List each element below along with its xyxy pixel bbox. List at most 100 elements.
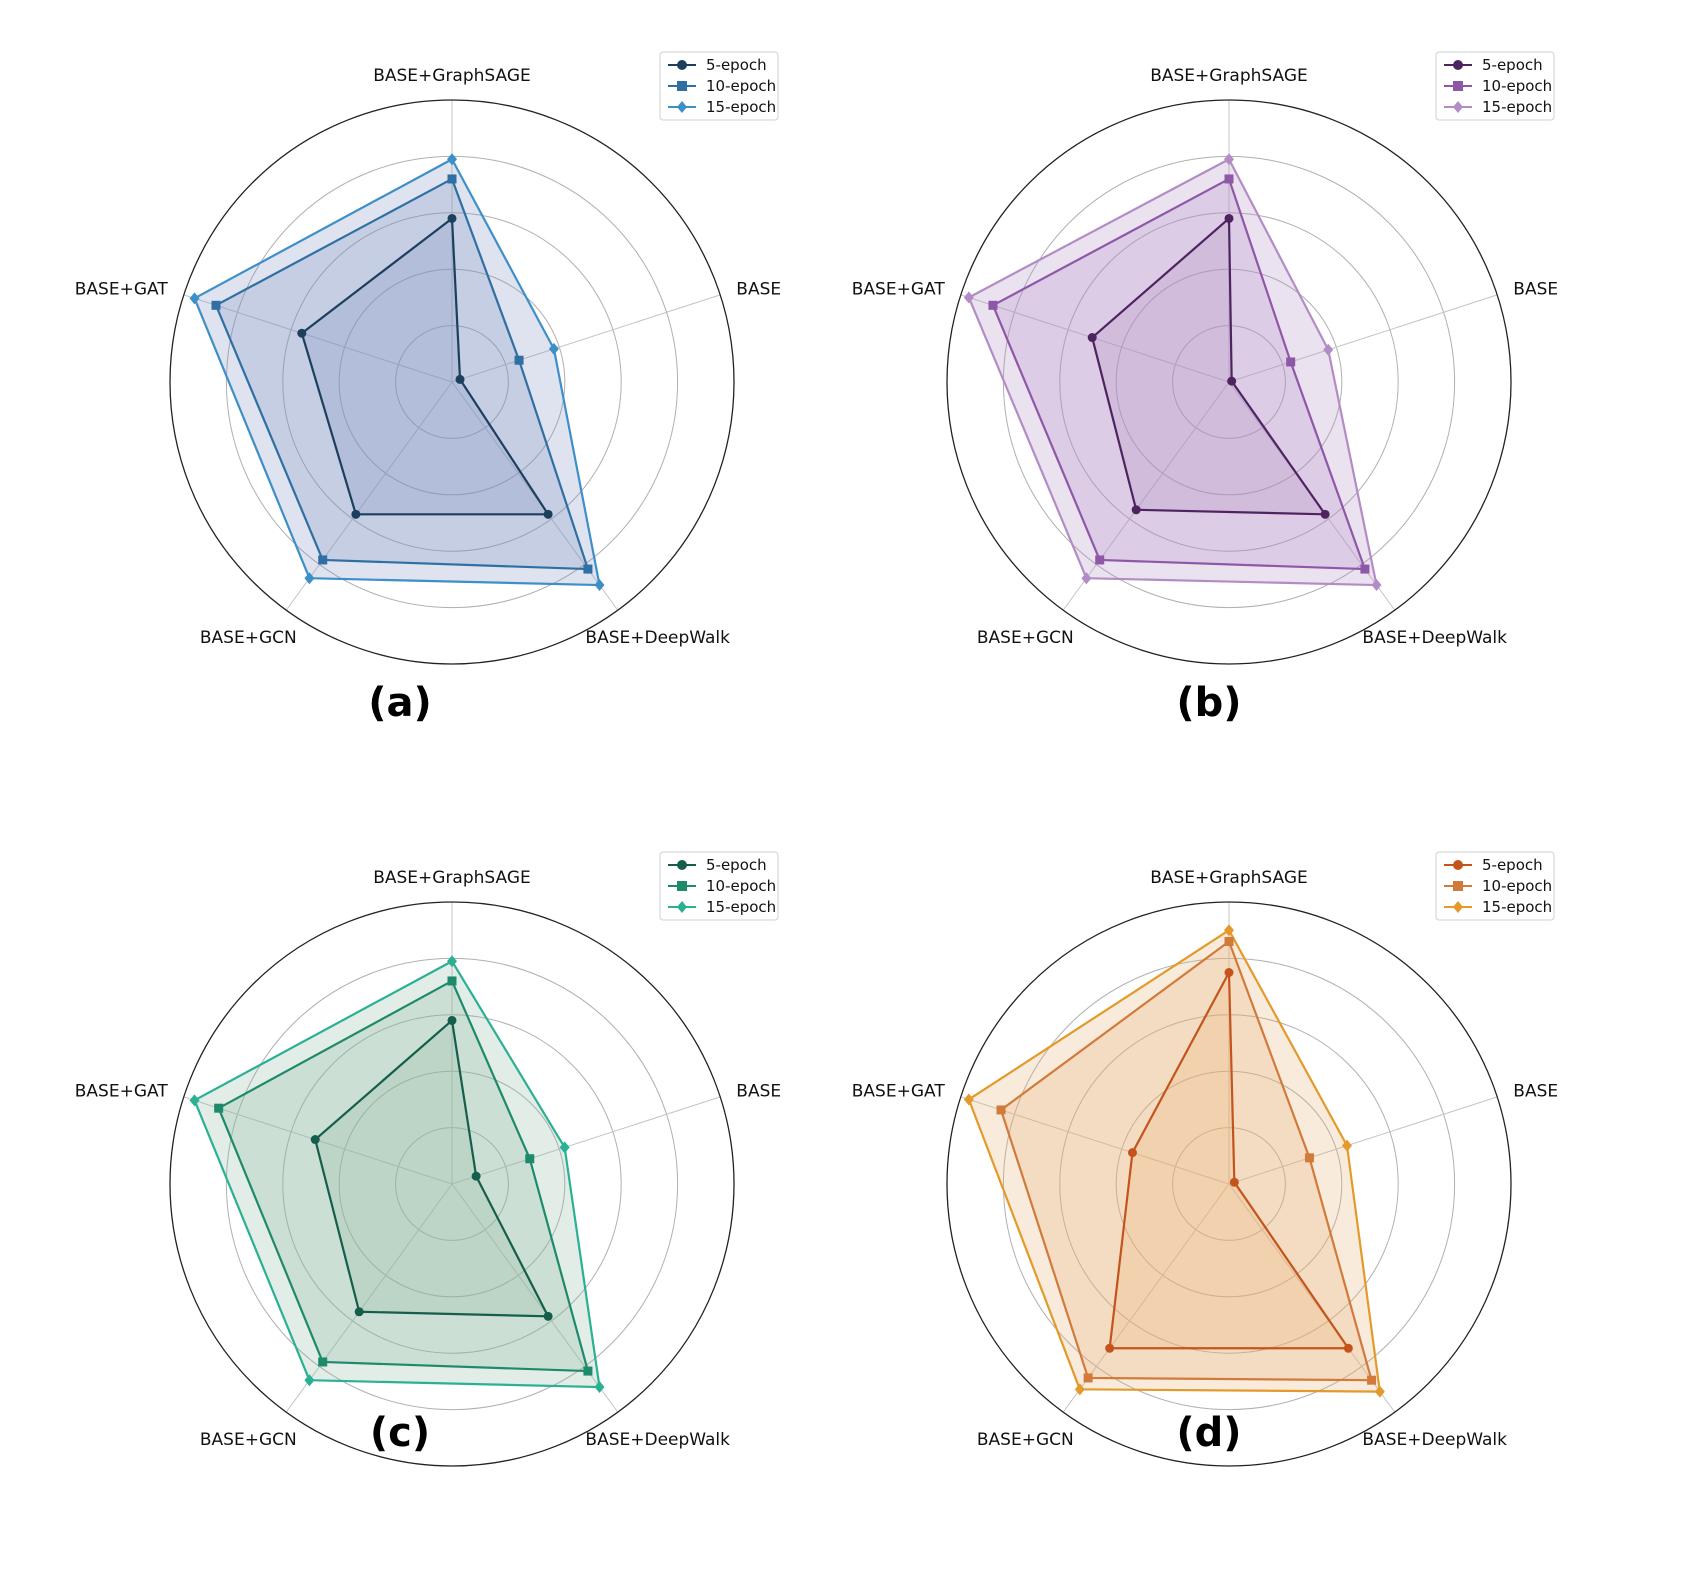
axis-label: BASE+GraphSAGE [373,66,531,86]
series-line [214,177,590,571]
axis-label: BASE [736,280,781,300]
radar-chart-d: BASE BASE+GraphSAGE BASE+GAT BASE+GCN BASE+D… [852,851,1558,1467]
data-point [1081,572,1092,585]
data-point [1320,509,1330,519]
data-point [1224,153,1234,166]
data-point [963,1093,974,1106]
data-point [318,555,328,565]
panel-caption-b: (b) [1176,680,1242,726]
data-point [447,955,457,968]
radar-panel-d: BASE BASE+GraphSAGE BASE+GAT BASE+GCN BASE+D… [846,794,1692,1588]
data-point [354,1307,364,1317]
legend-marker [677,101,687,113]
radar-chart-c: BASE BASE+GraphSAGE BASE+GAT BASE+GCN BASE+D… [75,851,781,1467]
legend-marker [677,881,687,891]
data-point [351,509,361,519]
series-fill [1092,218,1326,515]
legend-marker [677,901,687,913]
series-fill [1001,941,1372,1381]
series-line [300,217,550,516]
data-point [447,174,457,184]
data-point [594,579,605,592]
radar-panel-a: BASE BASE+GraphSAGE BASE+GAT BASE+GCN BASE+D… [0,0,846,794]
legend-label: 10-epoch [1482,877,1552,895]
legend-label: 15-epoch [1482,98,1552,116]
data-point [1074,1383,1085,1396]
data-point [988,300,998,310]
series-fill [1109,972,1349,1349]
data-point [1131,505,1141,515]
legend-label: 5-epoch [1482,856,1543,874]
axis-label: BASE+DeepWalk [1362,1430,1507,1450]
data-point [1127,1148,1137,1158]
data-point [1224,968,1234,977]
outer-ring [169,901,735,1467]
panel-caption-d: (d) [1176,1410,1242,1456]
outer-ring [946,901,1512,1467]
axis-label: BASE+DeepWalk [1362,628,1507,648]
data-point [583,1366,593,1376]
legend-marker [1453,881,1463,891]
data-point [1095,555,1105,565]
legend-marker [677,60,687,70]
legend: 5-epoch 10-epoch 15-epoch [659,851,779,921]
data-point [1229,1177,1239,1187]
legend-marker [677,81,687,91]
data-point [447,1015,457,1025]
data-point [1323,343,1334,356]
data-point [594,1381,605,1394]
series-line [1091,217,1327,516]
data-point [543,1311,553,1321]
axis-label: BASE+GAT [75,1082,169,1102]
legend-label: 5-epoch [706,856,767,874]
legend-label: 10-epoch [706,77,776,95]
legend-label: 5-epoch [706,56,767,74]
data-point [455,374,465,384]
data-point [1343,1343,1353,1353]
data-point [1087,333,1097,343]
grid-spoke [451,1096,721,1185]
legend-box [1435,851,1555,921]
data-point [559,1141,570,1154]
data-point [996,1105,1006,1115]
data-point [583,564,593,574]
axis-label: BASE [736,1082,781,1102]
axis-label: BASE+DeepWalk [585,1430,730,1450]
legend-marker [677,860,687,870]
axis-label: BASE+GAT [852,1082,946,1102]
outer-ring [946,99,1512,665]
data-point [1224,924,1234,937]
series-line [991,177,1367,571]
legend: 5-epoch 10-epoch 15-epoch [1435,51,1555,121]
axis-label: BASE+GCN [977,628,1074,648]
series-line [967,929,1381,1393]
data-point [318,1357,328,1367]
legend-label: 15-epoch [1482,898,1552,916]
series-line [193,960,601,1389]
axis-label: BASE+GraphSAGE [1150,868,1308,888]
grid-spoke [451,294,721,383]
data-point [1286,357,1296,367]
legend-marker [1453,60,1463,70]
axis-label: BASE+GraphSAGE [1150,66,1308,86]
legend-box [659,851,779,921]
grid-spoke [285,381,453,611]
series-fill [194,961,600,1388]
data-point [447,976,457,986]
data-point [304,1374,315,1387]
axis-label: BASE+GraphSAGE [373,868,531,888]
data-point [525,1154,535,1164]
series-fill [968,159,1377,586]
series-fill [992,178,1365,570]
panel-caption-a: (a) [368,680,432,726]
panel-caption-c: (c) [369,1410,431,1456]
radar-panel-b: BASE BASE+GraphSAGE BASE+GAT BASE+GCN BASE+D… [846,0,1692,794]
series-fill [215,178,588,570]
data-point [1224,174,1234,184]
data-point [1367,1375,1377,1385]
data-point [471,1171,481,1181]
data-point [189,1094,200,1107]
legend-box [1435,51,1555,121]
legend: 5-epoch 10-epoch 15-epoch [659,51,779,121]
legend-marker [1453,860,1463,870]
